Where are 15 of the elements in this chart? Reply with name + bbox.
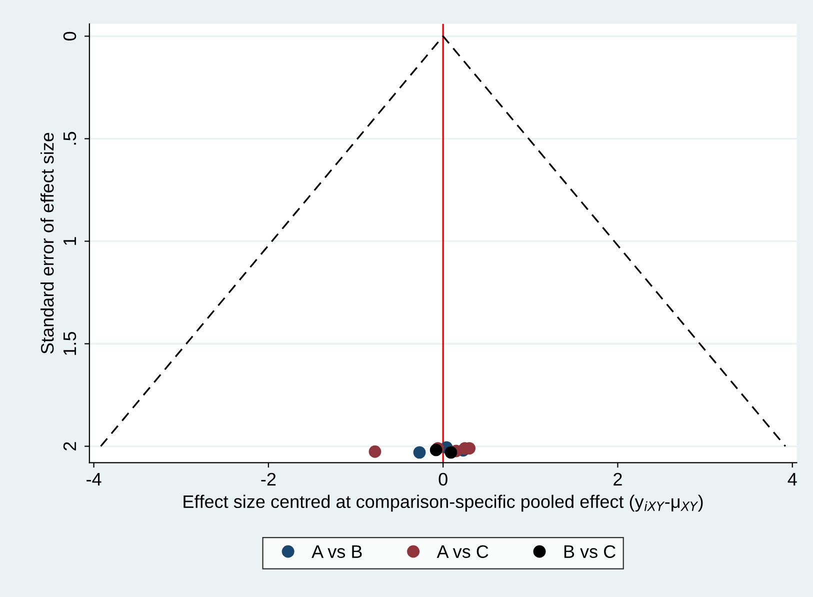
y-tick-label: .5 xyxy=(64,132,76,145)
y-tick-label: 2 xyxy=(63,442,76,450)
x-tick-label: 0 xyxy=(438,472,448,486)
y-tick-label: 1 xyxy=(64,237,76,245)
x-tick-label: -2 xyxy=(261,472,276,486)
y-tick-label: 1.5 xyxy=(64,332,76,355)
y-axis-title: Standard error of effect size xyxy=(40,132,54,354)
x-tick-label: 4 xyxy=(788,473,797,486)
legend-label: A vs B xyxy=(312,545,362,558)
x-tick-label: -4 xyxy=(86,473,102,486)
x-axis-title: Effect size centred at comparison-specific pooled effect (y$_{iXY}$-μ$_{XY}$) xyxy=(184,494,703,512)
legend-label: A vs C xyxy=(436,545,488,558)
y-tick-label: 0 xyxy=(63,32,76,40)
x-tick-label: 2 xyxy=(614,472,622,486)
legend-label: B vs C xyxy=(564,545,616,558)
